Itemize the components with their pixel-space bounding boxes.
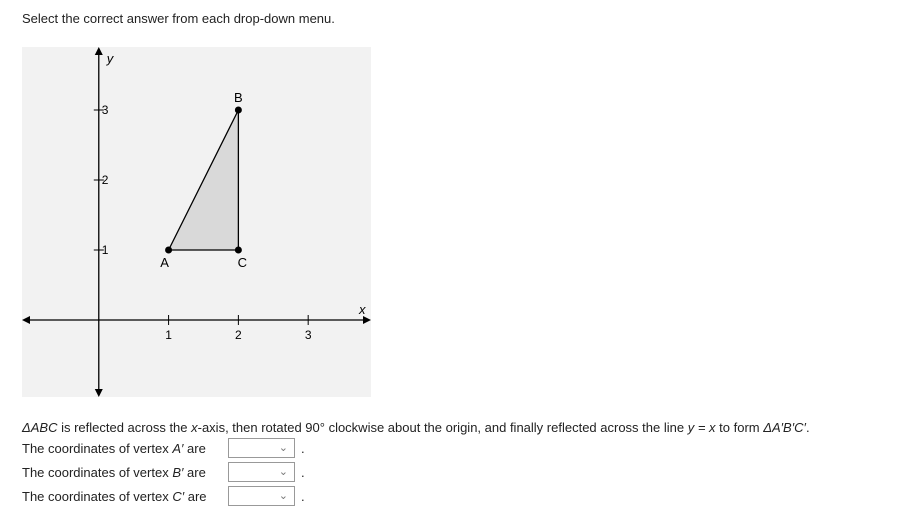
row-prefix: The coordinates of vertex xyxy=(22,464,173,480)
x-tick-label: 1 xyxy=(165,328,172,342)
y-tick-label: 1 xyxy=(102,243,109,257)
question-text: ΔABC is reflected across the x-axis, the… xyxy=(22,420,810,435)
q-p4: . xyxy=(805,420,810,435)
point-label-a: A xyxy=(160,255,169,270)
q-p3: to form xyxy=(715,420,764,435)
q-tri2: ΔA′B′C′ xyxy=(763,420,806,435)
vertex-c-dropdown[interactable]: ⌄ xyxy=(228,486,295,506)
x-axis-label: x xyxy=(358,302,366,317)
row-vertex: B′ xyxy=(172,464,184,480)
y-axis-up-arrow xyxy=(94,47,103,55)
y-tick-label: 3 xyxy=(102,103,109,117)
answer-row-c: The coordinates of vertex C′ are ⌄ . xyxy=(22,485,305,507)
point-label-c: C xyxy=(238,255,247,270)
x-axis-left-arrow xyxy=(22,316,30,324)
x-tick-label: 3 xyxy=(305,328,312,342)
chevron-down-icon: ⌄ xyxy=(278,442,288,454)
q-xaxis: x xyxy=(191,420,198,435)
point-b xyxy=(234,106,242,114)
coordinate-graph: x y 1 2 3 1 2 3 A B C xyxy=(22,47,371,397)
point-label-b: B xyxy=(234,90,243,105)
q-tri: ΔABC xyxy=(22,420,58,435)
row-suffix: are xyxy=(183,464,206,480)
period: . xyxy=(301,464,305,480)
y-axis-down-arrow xyxy=(94,389,103,397)
row-suffix: are xyxy=(184,488,207,504)
row-vertex: C′ xyxy=(172,488,185,504)
x-axis-right-arrow xyxy=(363,316,371,324)
row-label: The coordinates of vertex A′ are xyxy=(22,441,228,456)
point-a xyxy=(165,246,173,254)
answer-row-a: The coordinates of vertex A′ are ⌄ . xyxy=(22,437,305,459)
triangle-abc xyxy=(167,109,240,251)
chevron-down-icon: ⌄ xyxy=(278,490,288,502)
chevron-down-icon: ⌄ xyxy=(278,466,288,478)
row-prefix: The coordinates of vertex xyxy=(22,440,173,456)
x-tick-label: 2 xyxy=(235,328,242,342)
period: . xyxy=(301,488,305,504)
q-line: y = x xyxy=(687,420,716,435)
instruction-text: Select the correct answer from each drop… xyxy=(22,11,335,26)
row-prefix: The coordinates of vertex xyxy=(22,488,173,504)
row-vertex: A′ xyxy=(172,440,184,456)
y-tick-label: 2 xyxy=(102,173,109,187)
vertex-b-dropdown[interactable]: ⌄ xyxy=(228,462,295,482)
point-c xyxy=(234,246,242,254)
row-suffix: are xyxy=(183,440,206,456)
q-p2: -axis, then rotated 90° clockwise about … xyxy=(197,420,688,435)
y-axis-label: y xyxy=(106,51,115,66)
row-label: The coordinates of vertex B′ are xyxy=(22,465,228,480)
answer-row-b: The coordinates of vertex B′ are ⌄ . xyxy=(22,461,305,483)
q-p1: is reflected across the xyxy=(57,420,192,435)
vertex-a-dropdown[interactable]: ⌄ xyxy=(228,438,295,458)
row-label: The coordinates of vertex C′ are xyxy=(22,489,228,504)
period: . xyxy=(301,440,305,456)
